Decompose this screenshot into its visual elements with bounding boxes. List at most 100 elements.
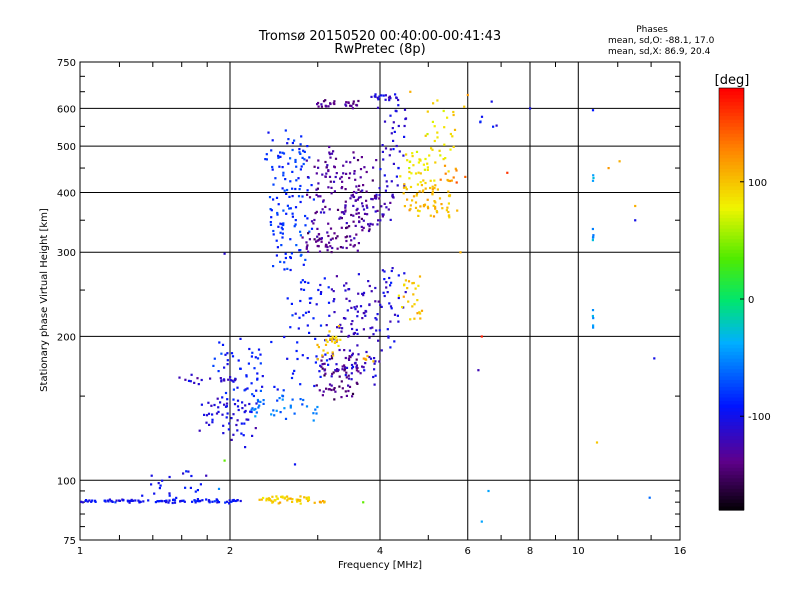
data-point	[436, 131, 439, 134]
data-point	[360, 225, 363, 228]
data-point	[289, 157, 292, 160]
data-point	[356, 198, 359, 201]
data-point	[287, 138, 290, 141]
data-point	[357, 196, 361, 199]
colorbar-segment	[719, 453, 744, 458]
data-point	[430, 147, 433, 150]
data-point	[330, 357, 334, 360]
data-point	[295, 244, 298, 247]
data-point	[431, 192, 434, 195]
data-point	[423, 168, 426, 171]
data-point	[374, 300, 377, 303]
data-point	[334, 175, 337, 179]
data-point	[283, 189, 286, 192]
data-point	[480, 335, 483, 338]
data-point	[368, 303, 371, 307]
data-point	[447, 179, 450, 182]
data-point	[350, 239, 353, 242]
data-point	[317, 233, 321, 236]
data-point	[345, 226, 348, 230]
data-point	[302, 263, 305, 266]
data-point	[389, 284, 392, 287]
data-point	[443, 143, 446, 146]
data-point	[373, 95, 376, 98]
data-point	[275, 409, 278, 412]
data-point	[389, 305, 393, 308]
colorbar-segment	[719, 443, 744, 448]
data-point	[434, 161, 437, 164]
data-point	[387, 336, 390, 339]
data-point	[529, 107, 532, 110]
data-point	[326, 249, 329, 252]
data-point	[281, 236, 284, 239]
data-point	[213, 500, 216, 503]
data-point	[298, 316, 301, 319]
colorbar-segment	[719, 415, 744, 420]
colorbar-segment	[719, 123, 744, 128]
data-point	[353, 244, 356, 247]
colorbar-segment	[719, 284, 744, 290]
data-point	[241, 407, 244, 410]
data-point	[205, 498, 208, 501]
data-point	[447, 170, 450, 173]
data-point	[426, 205, 429, 208]
data-point	[325, 324, 328, 327]
data-point	[259, 353, 262, 356]
data-point	[393, 340, 396, 343]
data-point	[459, 251, 462, 254]
data-point	[376, 223, 379, 226]
data-point	[351, 392, 355, 395]
data-point	[220, 380, 223, 383]
data-point	[324, 245, 327, 248]
data-point	[218, 341, 221, 344]
data-point	[313, 501, 316, 504]
data-point	[286, 499, 289, 502]
data-point	[312, 317, 315, 320]
data-point	[343, 364, 346, 367]
data-point	[333, 166, 336, 169]
data-point	[370, 290, 373, 293]
data-point	[408, 177, 411, 180]
data-point	[416, 299, 419, 302]
data-point	[328, 175, 332, 178]
data-point	[353, 170, 356, 173]
data-point	[217, 410, 220, 413]
data-point	[168, 492, 171, 495]
data-point	[422, 189, 425, 192]
data-point	[270, 149, 273, 152]
data-point	[134, 499, 137, 502]
data-point	[409, 204, 412, 207]
data-point	[385, 281, 388, 284]
colorbar-segment	[719, 334, 744, 339]
data-point	[352, 190, 356, 194]
data-point	[229, 376, 232, 379]
data-point	[215, 498, 218, 501]
data-point	[246, 387, 249, 390]
data-point	[217, 370, 220, 373]
data-point	[326, 351, 329, 354]
data-point	[262, 399, 265, 402]
data-point	[239, 337, 242, 340]
colorbar-segment	[719, 390, 744, 395]
data-point	[403, 183, 406, 186]
data-point	[319, 324, 323, 327]
data-point	[281, 228, 284, 231]
data-point	[275, 239, 278, 242]
data-point	[356, 344, 359, 347]
data-point	[256, 377, 259, 380]
data-point	[347, 101, 350, 104]
data-point	[244, 409, 247, 413]
data-point	[319, 211, 323, 214]
data-point	[184, 486, 187, 489]
data-point	[415, 192, 419, 195]
data-point	[355, 233, 358, 236]
colorbar-segment	[719, 168, 744, 173]
data-point	[448, 179, 452, 183]
data-point	[291, 187, 294, 190]
colorbar-segment	[719, 172, 744, 177]
data-point	[338, 326, 341, 329]
data-point	[322, 100, 326, 103]
data-point	[319, 501, 322, 504]
data-point	[354, 224, 357, 227]
data-point	[411, 199, 414, 202]
